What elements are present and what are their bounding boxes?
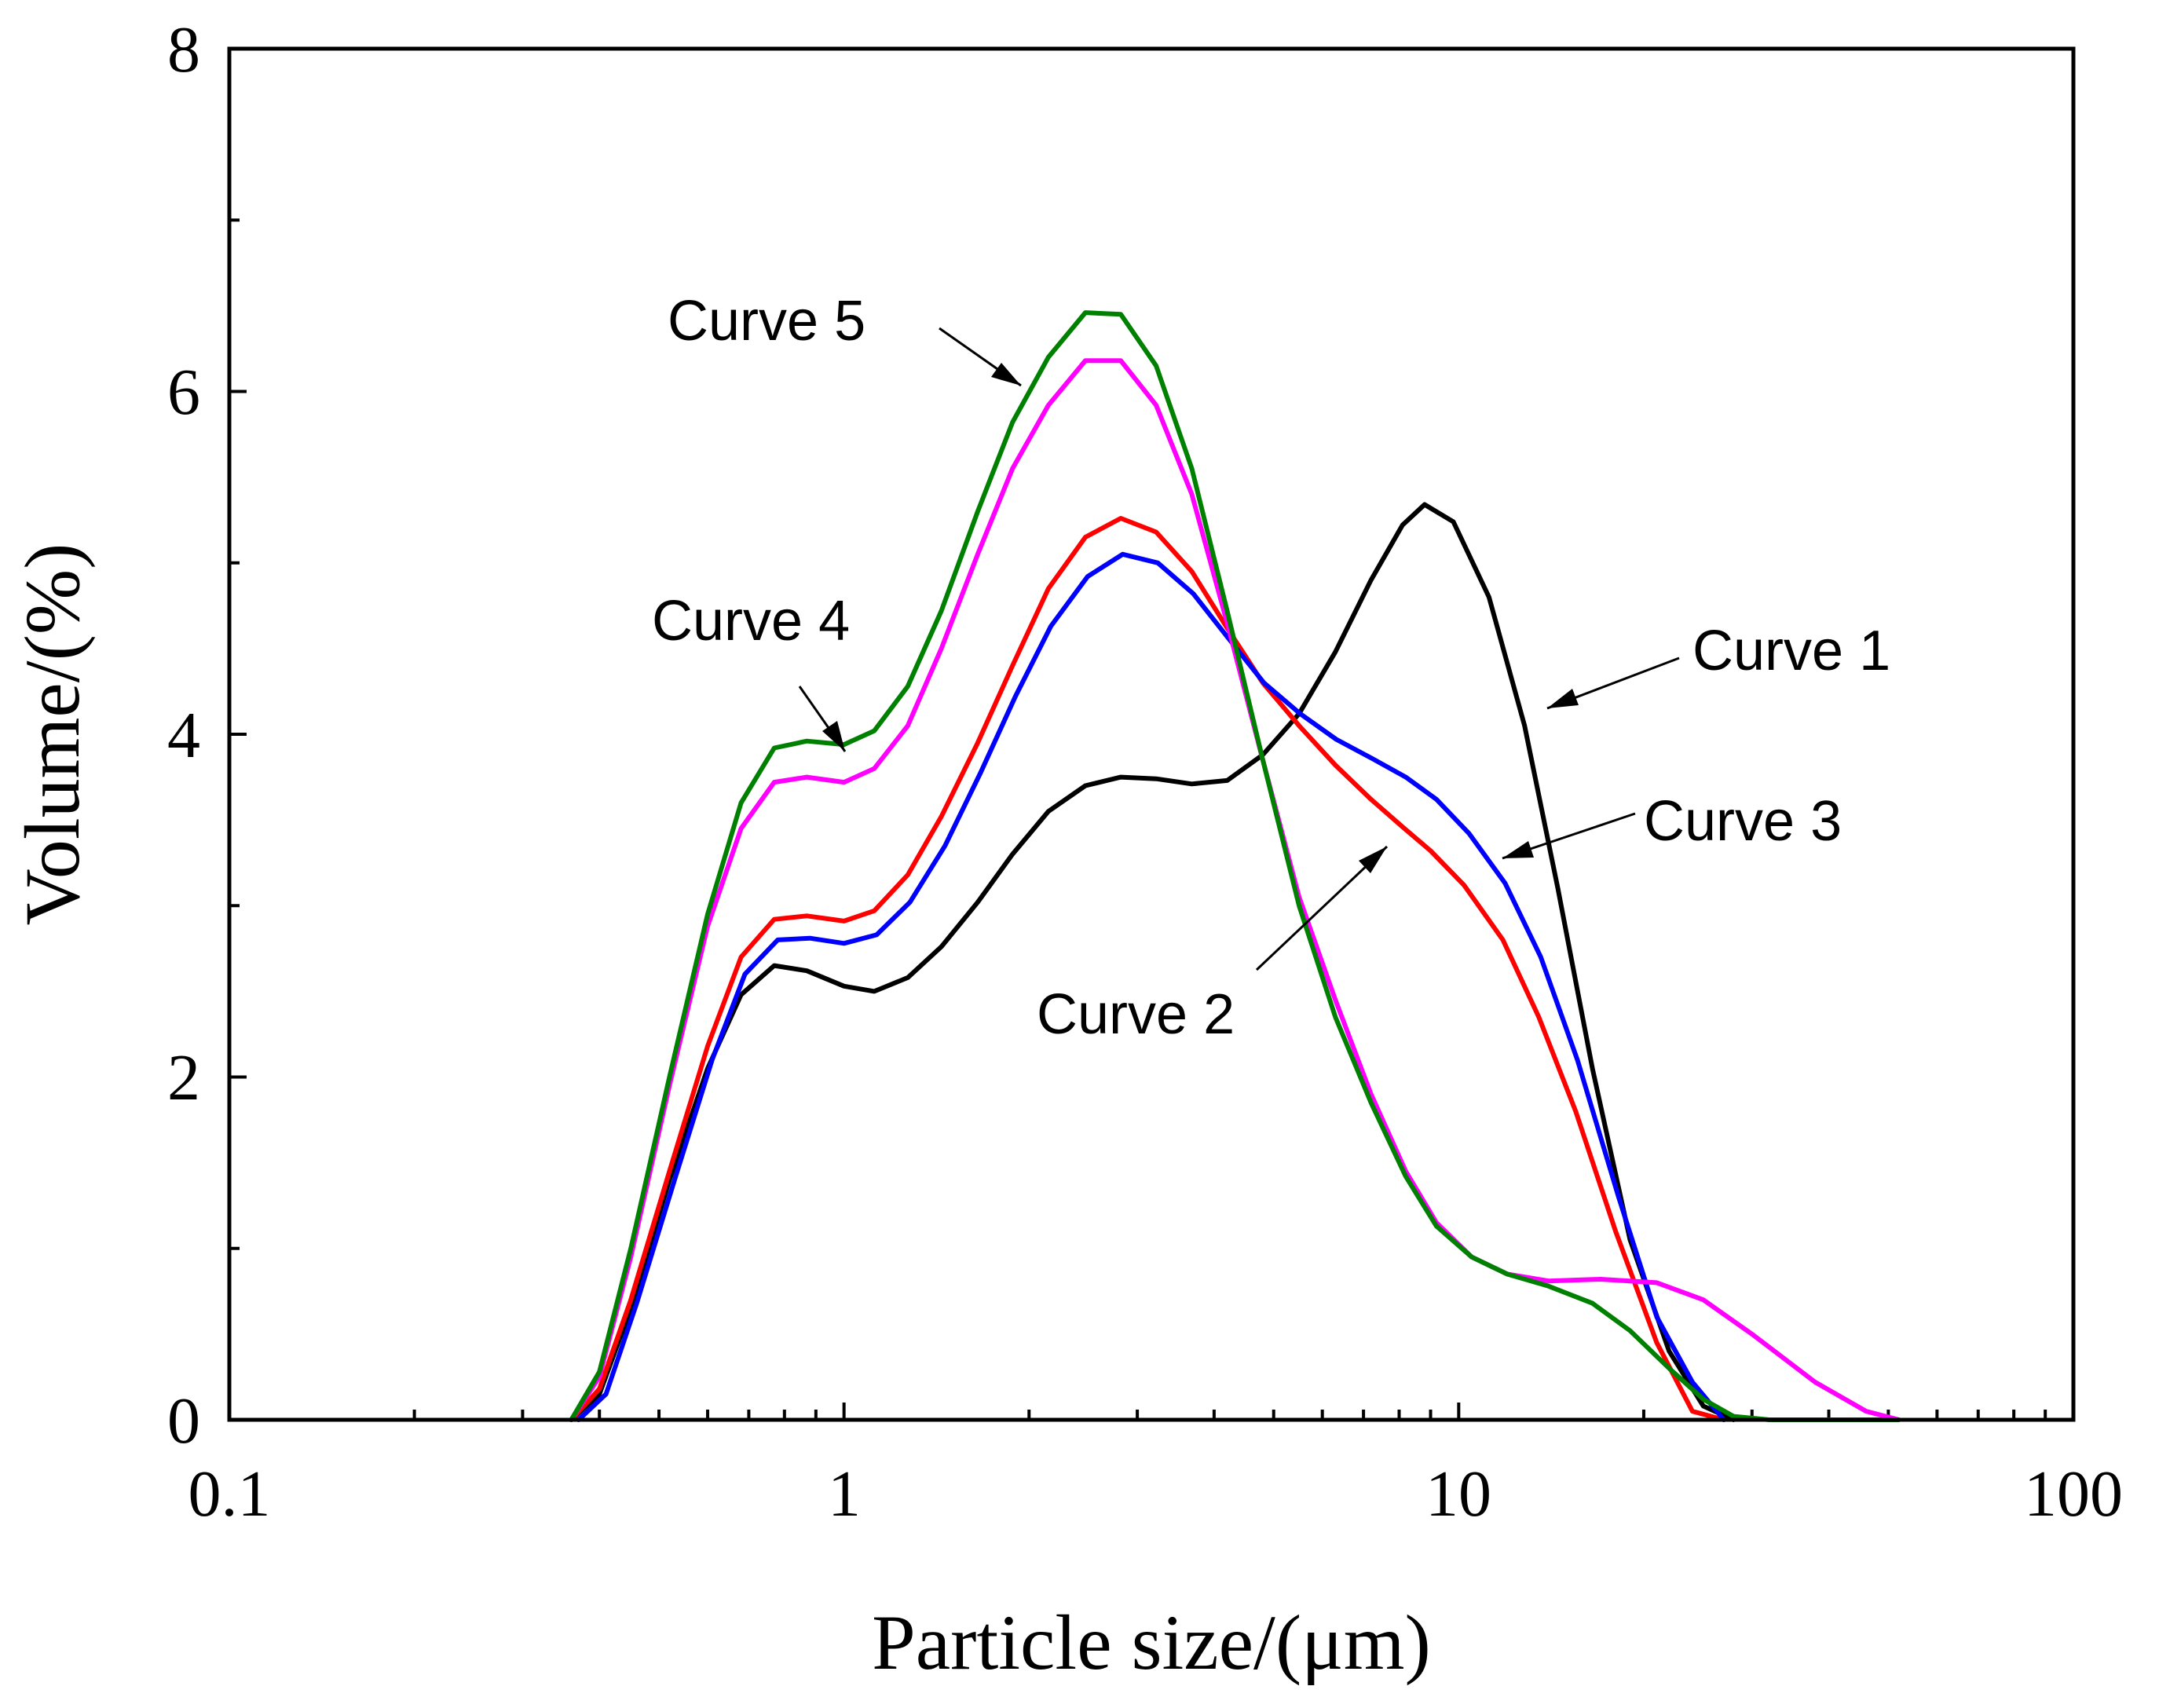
x-axis-title: Particle size/(μm)	[872, 1599, 1431, 1686]
curve-1-label: Curve 1	[1692, 620, 1890, 682]
x-tick-label-10: 10	[1425, 1457, 1491, 1531]
y-tick-label-4: 4	[167, 699, 200, 772]
curve-5-label: Curve 5	[668, 290, 865, 353]
y-tick-label-0: 0	[167, 1384, 200, 1457]
y-axis-title: Volume/(%)	[9, 543, 96, 926]
x-tick-label-0.1: 0.1	[188, 1457, 271, 1531]
series-curve-3	[576, 551, 1726, 1422]
curve-2-label: Curve 2	[1037, 983, 1235, 1046]
curve-4-label: Curve 4	[652, 590, 850, 653]
axis-ticks	[228, 47, 2075, 1421]
curve-4-arrowhead	[822, 721, 845, 752]
curve-5-arrowhead	[991, 363, 1021, 386]
series-curve-4	[569, 358, 1901, 1422]
x-tick-label-1: 1	[828, 1457, 861, 1531]
y-tick-label-6: 6	[167, 356, 200, 429]
curve-3-label: Curve 3	[1644, 790, 1842, 853]
curve-2-arrowhead	[1359, 847, 1387, 873]
series-curve-5	[569, 310, 1901, 1422]
x-tick-label-100: 100	[2024, 1457, 2123, 1531]
series-lines	[569, 310, 1901, 1422]
series-curve-2	[569, 516, 1726, 1422]
y-tick-label-2: 2	[167, 1041, 200, 1114]
curve-1-arrowhead	[1547, 689, 1579, 708]
plot-frame	[227, 46, 2076, 1422]
series-curve-1	[569, 502, 1736, 1422]
curve-3-arrowhead	[1502, 841, 1534, 858]
y-tick-label-8: 8	[167, 13, 200, 86]
